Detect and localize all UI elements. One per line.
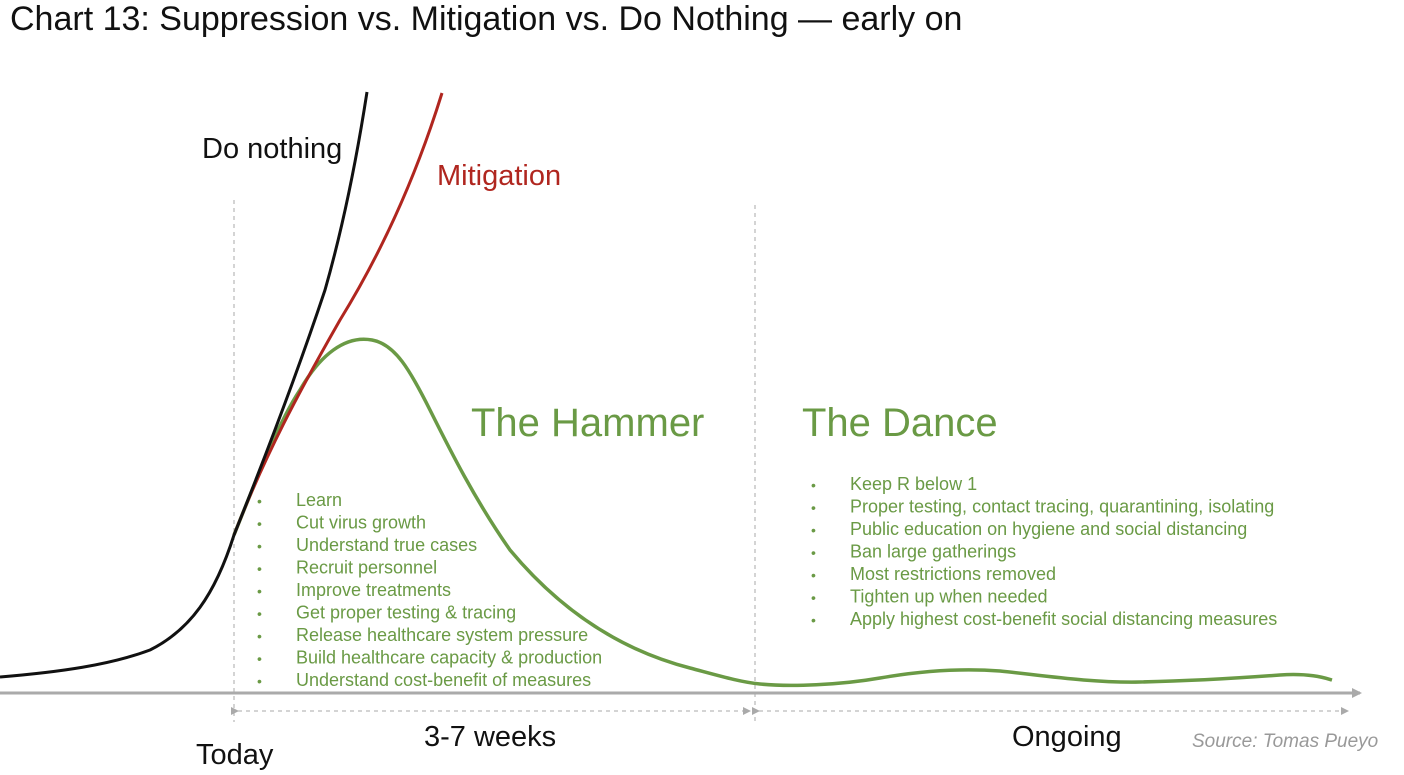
- hammer-bullet-marker: •: [257, 516, 262, 532]
- dance-bullet-item: Most restrictions removed: [850, 564, 1056, 584]
- dance-bullet-list: • Keep R below 1 • Proper testing, contact …: [811, 474, 1277, 629]
- hammer-bullet-marker: •: [257, 651, 262, 667]
- hammer-bullet-item: Release healthcare system pressure: [296, 625, 588, 645]
- do-nothing-label: Do nothing: [202, 133, 342, 165]
- today-label: Today: [196, 739, 274, 771]
- chart-title: Chart 13: Suppression vs. Mitigation vs.…: [10, 0, 962, 38]
- hammer-duration-label: 3-7 weeks: [424, 721, 556, 753]
- hammer-bullet-item: Get proper testing & tracing: [296, 603, 516, 623]
- hammer-bullet-marker: •: [257, 606, 262, 622]
- hammer-bullet-marker: •: [257, 493, 262, 509]
- hammer-bullet-list: • Learn • Cut virus growth • Understand true …: [257, 490, 602, 690]
- hammer-bullet-item: Learn: [296, 490, 342, 510]
- dance-bullet-marker: •: [811, 612, 816, 628]
- dance-bullet-item: Tighten up when needed: [850, 587, 1048, 607]
- suppression-curve: [232, 337, 1333, 688]
- hammer-bullet-marker: •: [257, 538, 262, 554]
- mitigation-label: Mitigation: [437, 160, 561, 192]
- hammer-bullet-item: Improve treatments: [296, 580, 451, 600]
- hammer-bullet-item: Understand cost-benefit of measures: [296, 670, 591, 690]
- dance-bullet-item: Public education on hygiene and social d…: [850, 519, 1247, 539]
- dance-duration-label: Ongoing: [1012, 721, 1122, 753]
- hammer-bullet-item: Understand true cases: [296, 535, 477, 555]
- dance-bullet-item: Ban large gatherings: [850, 542, 1016, 562]
- hammer-bullet-marker: •: [257, 673, 262, 689]
- dance-bullet-marker: •: [811, 545, 816, 561]
- dance-bullet-item: Keep R below 1: [850, 474, 977, 494]
- hammer-bullet-marker: •: [257, 561, 262, 577]
- source-credit: Source: Tomas Pueyo: [1192, 731, 1378, 752]
- dance-bullet-item: Proper testing, contact tracing, quarant…: [850, 497, 1274, 517]
- dance-bullet-item: Apply highest cost-benefit social distan…: [850, 609, 1277, 629]
- dance-bullet-marker: •: [811, 590, 816, 606]
- hammer-bullet-item: Recruit personnel: [296, 558, 437, 578]
- dance-title: The Dance: [802, 401, 998, 445]
- dance-bullet-marker: •: [811, 500, 816, 516]
- hammer-bullet-item: Cut virus growth: [296, 513, 426, 533]
- hammer-bullet-item: Build healthcare capacity & production: [296, 648, 602, 668]
- dance-bullet-marker: •: [811, 522, 816, 538]
- hammer-bullet-marker: •: [257, 628, 262, 644]
- hammer-bullet-marker: •: [257, 583, 262, 599]
- dance-bullet-marker: •: [811, 477, 816, 493]
- hammer-title: The Hammer: [471, 401, 704, 445]
- dance-bullet-marker: •: [811, 567, 816, 583]
- do-nothing-curve: [0, 91, 369, 679]
- mitigation-curve: [232, 92, 444, 536]
